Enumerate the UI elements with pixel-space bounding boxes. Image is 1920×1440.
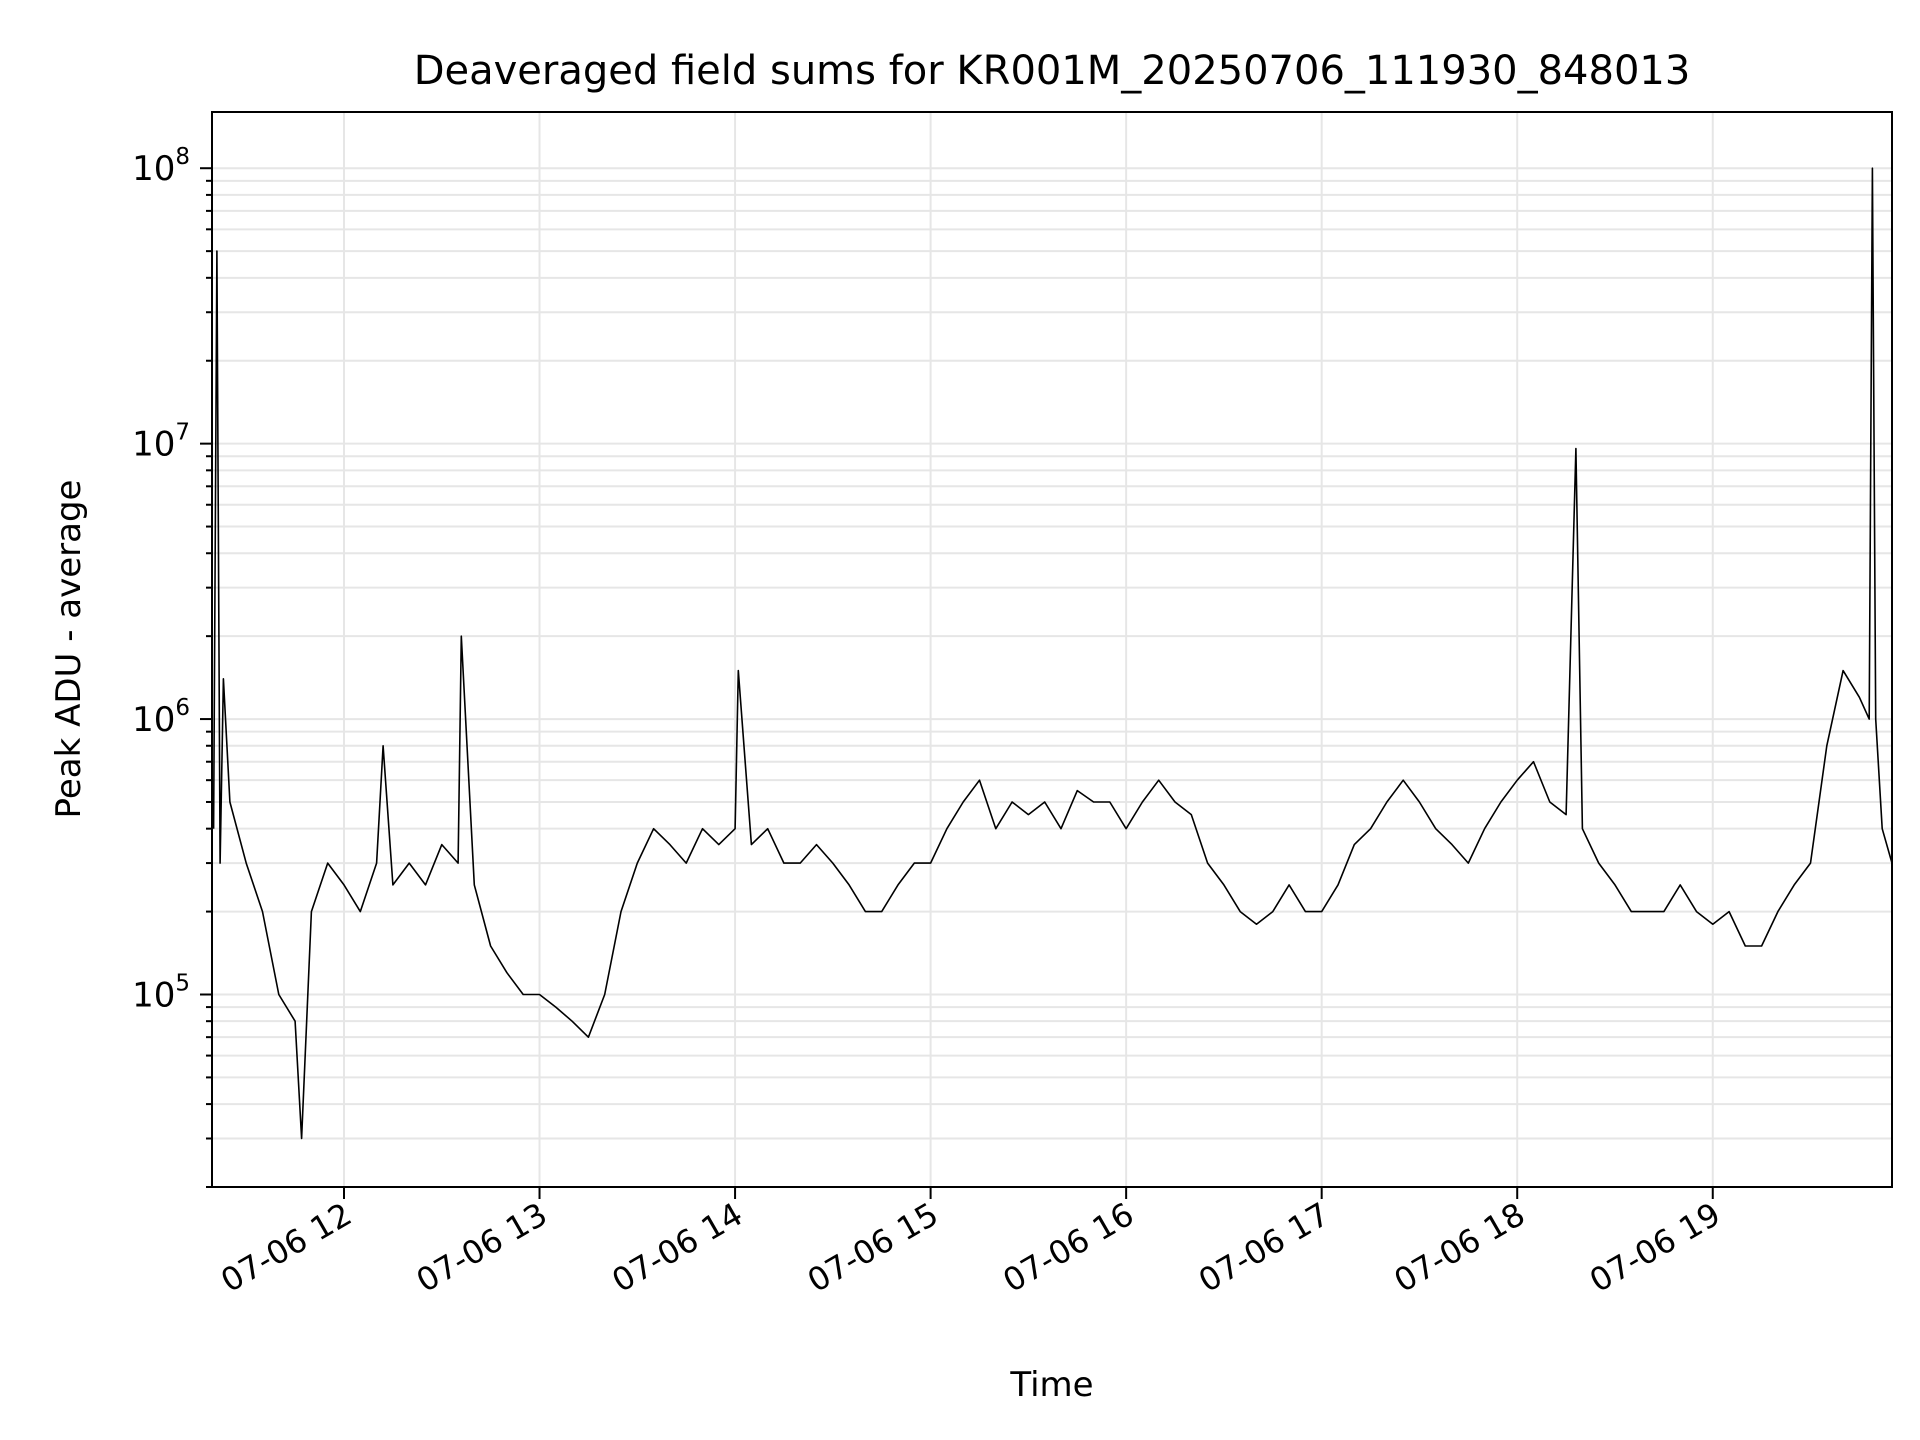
y-tick-label: 108: [132, 144, 190, 189]
y-tick-label: 105: [132, 970, 190, 1015]
y-tick-label: 107: [132, 420, 190, 465]
y-axis-label: Peak ADU - average: [49, 480, 89, 819]
y-gridlines: [212, 167, 1892, 1188]
x-gridlines: [342, 112, 1714, 1187]
plot-frame: [211, 111, 1893, 1188]
series-layer: [212, 167, 1893, 1140]
chart-title: Deaveraged field sums for KR001M_2025070…: [414, 48, 1691, 94]
y-axis-ticks: 105 106 107 108: [132, 144, 212, 1188]
series-line-1: [212, 167, 1893, 1140]
x-axis-label: Time: [1009, 1365, 1093, 1405]
y-tick-label: 106: [132, 695, 190, 740]
